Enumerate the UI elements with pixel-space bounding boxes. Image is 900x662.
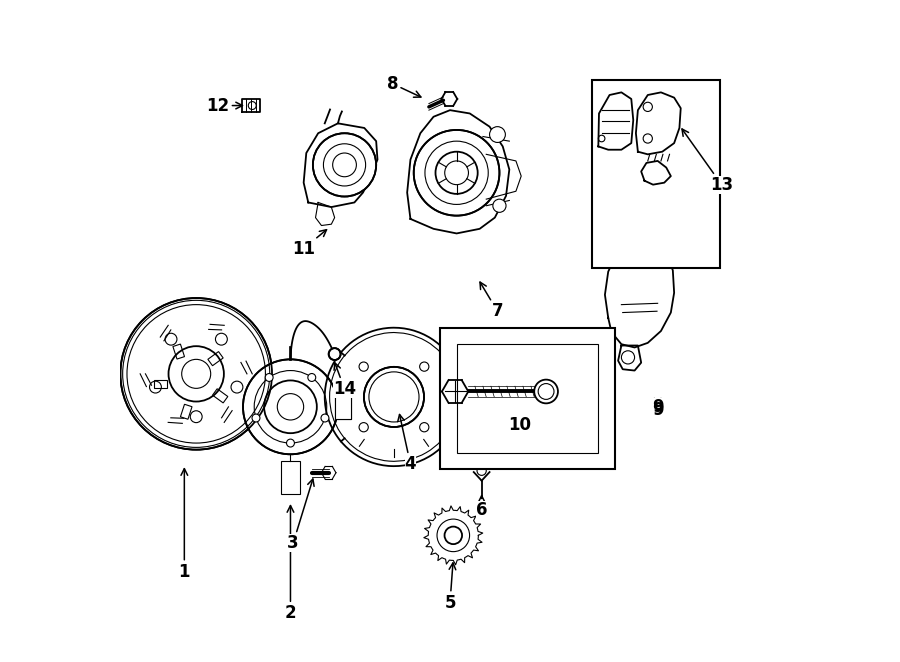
Bar xyxy=(180,404,192,419)
Polygon shape xyxy=(641,161,670,185)
Text: 11: 11 xyxy=(292,230,327,258)
Text: 5: 5 xyxy=(445,563,455,612)
Polygon shape xyxy=(605,236,674,348)
Circle shape xyxy=(243,359,338,454)
Polygon shape xyxy=(618,218,638,240)
Polygon shape xyxy=(618,346,641,371)
Circle shape xyxy=(493,199,506,213)
Text: 3: 3 xyxy=(287,479,314,552)
Circle shape xyxy=(252,414,260,422)
Circle shape xyxy=(328,348,340,360)
Text: 9: 9 xyxy=(652,398,663,416)
Polygon shape xyxy=(636,93,680,154)
Text: 12: 12 xyxy=(206,97,242,115)
Circle shape xyxy=(266,373,273,381)
Polygon shape xyxy=(407,110,509,234)
Bar xyxy=(440,328,615,469)
Text: 10: 10 xyxy=(508,416,531,434)
Bar xyxy=(208,352,223,365)
Circle shape xyxy=(414,130,500,216)
Text: 2: 2 xyxy=(284,506,296,622)
Circle shape xyxy=(121,298,272,449)
Circle shape xyxy=(490,126,506,142)
Text: 13: 13 xyxy=(682,129,734,194)
Bar xyxy=(456,344,598,453)
Text: 7: 7 xyxy=(480,282,503,320)
Bar xyxy=(154,381,167,389)
Bar xyxy=(591,81,720,268)
Bar xyxy=(281,461,301,494)
Circle shape xyxy=(621,220,634,234)
Text: 6: 6 xyxy=(476,496,488,519)
Polygon shape xyxy=(598,93,634,150)
Polygon shape xyxy=(242,99,260,112)
Bar xyxy=(173,344,184,359)
Text: 1: 1 xyxy=(178,469,190,581)
Circle shape xyxy=(286,439,294,447)
Polygon shape xyxy=(316,203,335,226)
Text: 8: 8 xyxy=(387,75,421,97)
Circle shape xyxy=(535,379,558,403)
Text: 9: 9 xyxy=(652,401,663,419)
Circle shape xyxy=(308,373,316,381)
Circle shape xyxy=(321,414,328,422)
Circle shape xyxy=(313,133,376,197)
Polygon shape xyxy=(303,123,377,207)
Bar xyxy=(335,395,351,418)
Text: 14: 14 xyxy=(333,363,356,398)
Bar xyxy=(212,389,228,403)
Circle shape xyxy=(621,351,634,364)
Circle shape xyxy=(364,367,424,427)
Text: 4: 4 xyxy=(398,414,417,473)
Bar xyxy=(335,395,351,418)
